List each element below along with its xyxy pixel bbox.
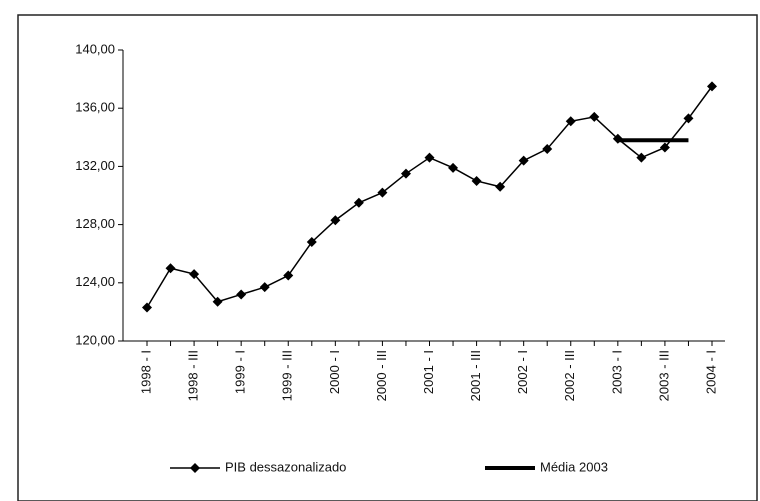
point (518, 155, 529, 166)
x-tick-label: 2003 - I (609, 350, 624, 394)
x-tick-label: 2000 - I (327, 350, 342, 394)
x-tick-label: 2001 - I (421, 350, 436, 394)
x-tick-label: 1999 - III (280, 350, 295, 401)
point (236, 289, 247, 300)
point (142, 302, 152, 313)
point (330, 215, 341, 226)
point (589, 111, 600, 122)
y-tick-label: 140,00 (75, 41, 115, 56)
point (542, 143, 553, 154)
chart-frame (17, 14, 758, 501)
y-tick-label: 128,00 (75, 216, 115, 231)
point (165, 263, 176, 274)
legend-label: Média 2003 (540, 459, 608, 474)
point (212, 296, 223, 307)
point (495, 181, 506, 192)
x-tick-label: 1998 - III (186, 350, 201, 401)
point (306, 237, 317, 248)
point (636, 152, 647, 163)
x-tick-label: 2001 - III (468, 350, 483, 401)
x-tick-label: 2000 - III (374, 350, 389, 401)
y-tick-label: 124,00 (75, 274, 115, 289)
legend-label: PIB dessazonalizado (225, 459, 346, 474)
point (400, 168, 411, 179)
point (189, 269, 200, 280)
point (424, 152, 435, 163)
point (283, 270, 294, 281)
x-tick-label: 2002 - I (515, 350, 530, 394)
y-tick-label: 132,00 (75, 158, 115, 173)
x-tick-label: 2003 - III (656, 350, 671, 401)
legend-marker (190, 463, 200, 473)
point (259, 282, 270, 293)
y-tick-label: 120,00 (75, 332, 115, 347)
point (448, 162, 459, 173)
y-tick-label: 136,00 (75, 100, 115, 115)
point (659, 142, 670, 153)
point (683, 113, 694, 124)
point (377, 187, 388, 198)
x-tick-label: 1999 - I (233, 350, 248, 394)
point (565, 116, 576, 127)
point (471, 175, 482, 186)
point (353, 197, 364, 208)
point (707, 81, 717, 92)
x-tick-label: 2004 - I (703, 350, 718, 394)
x-tick-label: 1998 - I (138, 350, 153, 394)
x-tick-label: 2002 - III (562, 350, 577, 401)
